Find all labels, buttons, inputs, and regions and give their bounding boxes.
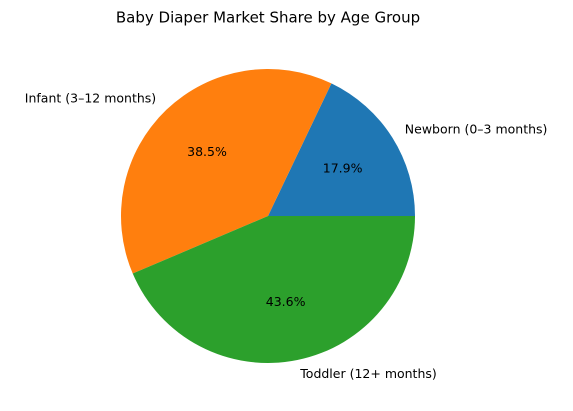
slice-label: Newborn (0–3 months): [405, 121, 548, 136]
pie-slice: [120, 68, 332, 274]
chart-title: Baby Diaper Market Share by Age Group: [116, 9, 420, 27]
pie-slice: [132, 216, 415, 363]
percent-label: 38.5%: [187, 144, 227, 159]
pie-slice: [268, 83, 415, 216]
slice-label: Infant (3–12 months): [25, 91, 156, 106]
percent-label: 43.6%: [266, 294, 306, 309]
percent-label: 17.9%: [323, 160, 363, 175]
slice-label: Toddler (12+ months): [299, 366, 437, 381]
